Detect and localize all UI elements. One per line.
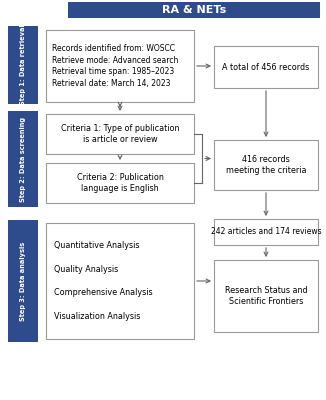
- FancyBboxPatch shape: [8, 220, 38, 342]
- Text: 416 records
meeting the criteria: 416 records meeting the criteria: [226, 154, 306, 175]
- FancyBboxPatch shape: [68, 2, 320, 18]
- FancyBboxPatch shape: [214, 46, 318, 88]
- FancyBboxPatch shape: [8, 26, 38, 104]
- FancyBboxPatch shape: [46, 163, 194, 203]
- Text: Quantitative Analysis

Quality Analysis

Comprehensive Analysis

Visualization A: Quantitative Analysis Quality Analysis C…: [54, 241, 153, 321]
- Text: 242 articles and 174 reviews: 242 articles and 174 reviews: [211, 228, 321, 236]
- FancyBboxPatch shape: [8, 111, 38, 207]
- Text: Criteria 1: Type of publication
is article or review: Criteria 1: Type of publication is artic…: [61, 124, 179, 144]
- Text: RA & NETs: RA & NETs: [162, 5, 226, 15]
- Text: Records identified from: WOSCC
Retrieve mode: Advanced search
Retrieval time spa: Records identified from: WOSCC Retrieve …: [52, 44, 178, 88]
- FancyBboxPatch shape: [46, 223, 194, 339]
- FancyBboxPatch shape: [46, 114, 194, 154]
- Text: A total of 456 records: A total of 456 records: [222, 62, 310, 72]
- FancyBboxPatch shape: [214, 260, 318, 332]
- FancyBboxPatch shape: [214, 219, 318, 245]
- Text: Step 2: Data screening: Step 2: Data screening: [20, 116, 26, 202]
- Text: Step 1: Data retrieval: Step 1: Data retrieval: [20, 25, 26, 105]
- Text: Criteria 2: Publication
language is English: Criteria 2: Publication language is Engl…: [77, 173, 163, 194]
- FancyBboxPatch shape: [214, 140, 318, 190]
- Text: Research Status and
Scientific Frontiers: Research Status and Scientific Frontiers: [225, 286, 307, 306]
- FancyBboxPatch shape: [46, 30, 194, 102]
- Text: Step 3: Data analysis: Step 3: Data analysis: [20, 241, 26, 321]
